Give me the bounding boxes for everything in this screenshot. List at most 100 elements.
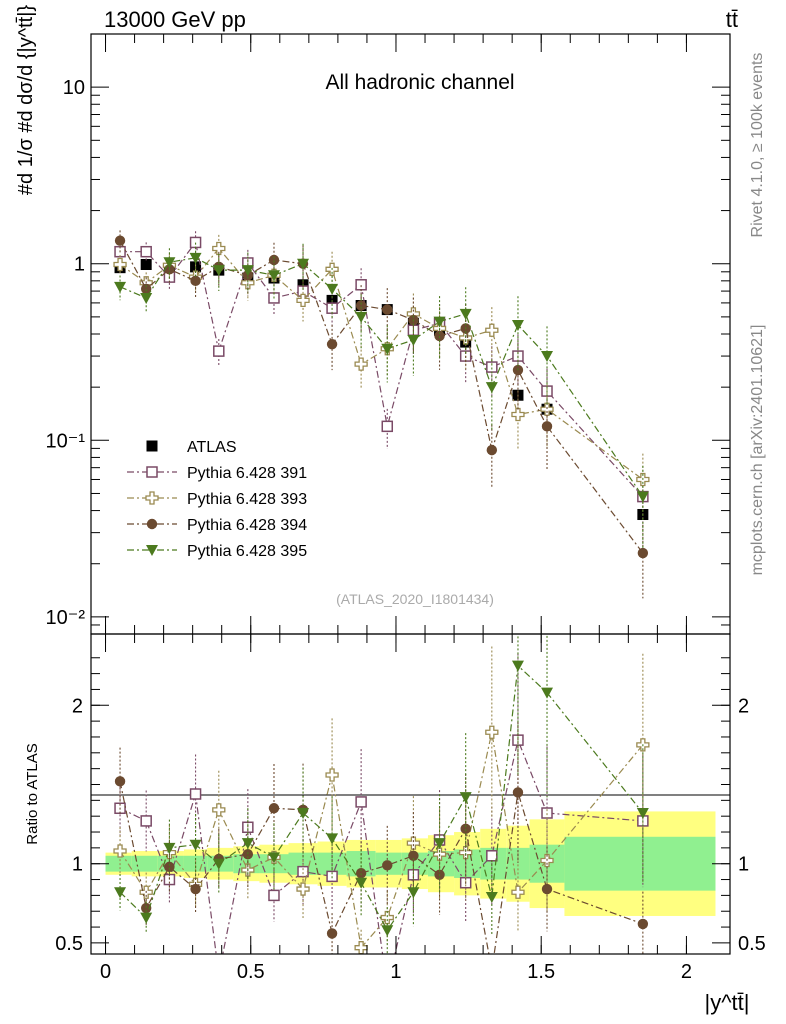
data-point <box>540 402 554 416</box>
ratio-point <box>242 848 254 860</box>
legend-entry: Pythia 6.428 394 <box>127 517 307 534</box>
ratio-point <box>268 889 280 902</box>
legend: ATLAS Pythia 6.428 391 Pythia 6.428 393 Pyt… <box>127 439 307 560</box>
ratio-point <box>325 768 339 782</box>
legend-marker <box>146 545 158 556</box>
ratio-point <box>267 852 280 864</box>
ratio-series-2 <box>113 646 650 954</box>
ratio-point <box>636 808 649 820</box>
ratio-point <box>355 796 367 808</box>
y-tick-label: 1 <box>74 254 85 276</box>
x-tick-label: 1.5 <box>527 961 555 983</box>
ratio-point <box>408 850 419 861</box>
ratio-point <box>113 844 127 858</box>
legend-label: Pythia 6.428 394 <box>187 517 307 534</box>
ratio-point <box>380 910 394 925</box>
legend-marker <box>146 518 158 530</box>
ratio-line <box>119 738 643 954</box>
x-tick-label: 2 <box>681 961 692 983</box>
legend-label: ATLAS <box>187 439 237 456</box>
legend-marker <box>145 491 159 505</box>
data-point <box>486 444 498 456</box>
ratio-point <box>485 891 498 903</box>
data-point <box>212 265 225 277</box>
ratio-y-tick-label-right: 2 <box>738 695 749 717</box>
ratio-point <box>381 925 394 937</box>
rivet-label: Rivet 4.1.0, ≥ 100k events <box>749 53 766 238</box>
y-tick-label: 10 <box>63 77 85 99</box>
legend-entry: ATLAS <box>146 439 237 456</box>
data-point <box>241 276 255 290</box>
legend-entry: Pythia 6.428 391 <box>127 465 307 482</box>
ratio-point <box>406 836 421 850</box>
x-tick-label: 0 <box>100 961 111 983</box>
ratio-bands <box>105 811 716 916</box>
ratio-point <box>486 850 498 862</box>
data-point <box>267 270 280 282</box>
series-pythia-6-428-394 <box>114 230 649 599</box>
ratio-point <box>433 838 446 850</box>
data-point <box>296 293 310 308</box>
series-line <box>119 257 644 497</box>
ratio-point <box>511 885 525 899</box>
main-ylabel: #d 1/σ #d dσ/d {|y^tt̄|} <box>15 5 37 195</box>
xlabel: |y^tt̄| <box>705 990 750 1015</box>
ratio-point <box>212 803 226 817</box>
ratio-point <box>382 982 392 992</box>
ratio-line <box>119 664 644 932</box>
data-point <box>326 283 339 295</box>
data-point <box>297 258 310 270</box>
data-point <box>355 311 368 323</box>
data-point <box>541 351 554 363</box>
data-point <box>511 407 525 422</box>
ratio-point <box>355 868 367 879</box>
main-series <box>113 230 650 599</box>
ratio-point <box>637 918 649 930</box>
ratio-point <box>326 833 339 845</box>
data-point <box>637 547 649 559</box>
analysis-tag: (ATLAS_2020_I1801434) <box>336 591 494 607</box>
ratio-point <box>190 883 201 895</box>
data-point <box>354 357 368 371</box>
ratio-point <box>163 842 176 854</box>
chart-title: All hadronic channel <box>325 71 514 94</box>
data-point <box>189 252 202 264</box>
ratio-frame <box>90 633 731 955</box>
y-tick-label: 10⁻¹ <box>46 430 86 452</box>
ratio-point <box>382 860 393 871</box>
x-tick-label: 1 <box>390 961 401 983</box>
data-point <box>268 254 280 266</box>
data-point <box>355 279 367 291</box>
data-point <box>381 420 394 433</box>
ratio-point <box>459 792 472 804</box>
ratio-band-stat <box>105 855 132 872</box>
ratio-point <box>541 687 554 699</box>
ratio-point <box>459 845 473 860</box>
ratio-band-stat <box>564 836 716 891</box>
ratio-point <box>297 808 310 820</box>
ratio-series-4 <box>114 634 649 954</box>
ratio-point <box>114 887 127 899</box>
ratio-y-tick-label-right: 0.5 <box>738 933 766 955</box>
ratio-point <box>164 861 175 873</box>
ratio-point <box>460 823 471 835</box>
ratio-point <box>241 838 254 850</box>
data-point <box>511 319 524 331</box>
ratio-point <box>296 882 310 896</box>
data-point <box>140 292 153 304</box>
ratio-point <box>212 858 225 870</box>
data-point <box>163 257 176 269</box>
legend-label: Pythia 6.428 393 <box>187 491 307 508</box>
data-point <box>113 257 127 272</box>
data-point <box>213 345 225 357</box>
legend-entry: Pythia 6.428 393 <box>127 491 307 508</box>
data-point <box>114 235 126 246</box>
ratio-point <box>268 803 280 814</box>
data-point <box>485 323 499 337</box>
ratio-y-tick-label-right: 1 <box>738 854 749 876</box>
ratio-point <box>140 912 153 924</box>
ratio-point <box>355 877 368 889</box>
ratio-y-tick-label: 1 <box>72 854 83 876</box>
data-point <box>541 421 553 432</box>
data-point <box>114 281 127 293</box>
